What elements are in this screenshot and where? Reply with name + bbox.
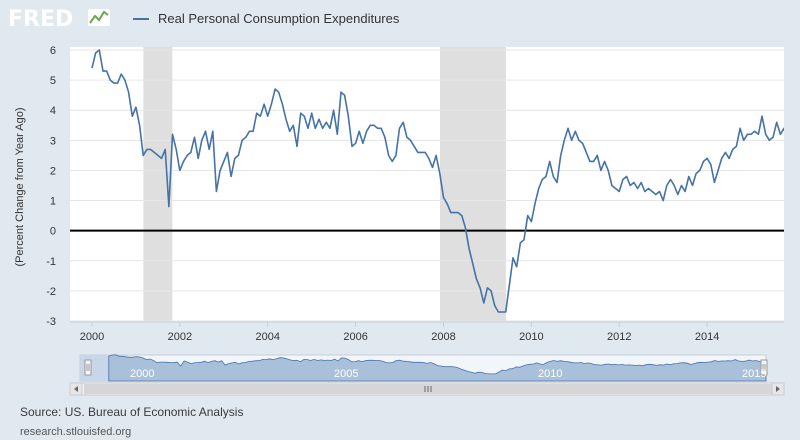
y-tick-label: 1 xyxy=(50,196,56,208)
legend[interactable]: Real Personal Consumption Expenditures xyxy=(133,11,400,26)
y-tick-label: 2 xyxy=(50,165,56,177)
navigator-label: 2000 xyxy=(130,368,154,380)
chart-trend-icon xyxy=(88,9,110,26)
y-tick-label: 0 xyxy=(50,226,56,238)
chevron-right-icon[interactable] xyxy=(771,382,785,396)
recession-band xyxy=(439,47,506,322)
legend-label: Real Personal Consumption Expenditures xyxy=(158,11,400,26)
recession-bands xyxy=(143,47,506,322)
navigator-series xyxy=(108,354,767,382)
navigator-label: 2005 xyxy=(334,368,358,380)
x-tick-label: 2006 xyxy=(343,331,367,343)
x-tick-label: 2012 xyxy=(607,331,631,343)
y-tick-label: 4 xyxy=(50,105,56,117)
y-tick-label: 3 xyxy=(50,135,56,147)
y-tick-label: -2 xyxy=(46,286,56,298)
plot-area xyxy=(70,47,784,322)
y-tick-label: -3 xyxy=(46,316,56,328)
navigator-handle-right[interactable] xyxy=(760,359,768,376)
series-lines xyxy=(91,49,784,313)
scrollbar[interactable] xyxy=(69,382,785,396)
navigator-label: 2010 xyxy=(538,368,562,380)
navigator-handle-left[interactable] xyxy=(84,359,92,376)
x-tick-label: 2008 xyxy=(431,331,455,343)
source-url[interactable]: research.stlouisfed.org xyxy=(20,426,131,438)
x-tick-label: 2004 xyxy=(255,331,279,343)
y-axis-title: (Percent Change from Year Ago) xyxy=(14,108,26,267)
x-tick-label: 2014 xyxy=(695,331,719,343)
y-gridlines xyxy=(70,49,784,322)
y-tick-label: 5 xyxy=(50,75,56,87)
source-note: Source: US. Bureau of Economic Analysis xyxy=(20,405,243,419)
grip-icon[interactable] xyxy=(424,386,432,392)
y-tick-label: 6 xyxy=(50,45,56,57)
fred-logo-text: FRED xyxy=(8,7,73,32)
navigator-area xyxy=(108,354,767,382)
chevron-left-icon[interactable] xyxy=(69,382,83,396)
x-tick-label: 2000 xyxy=(80,331,104,343)
navigator-label: 2015 xyxy=(742,368,766,380)
x-axis-ticks: 2000 2002 2004 2006 2008 2010 2012 2014 xyxy=(70,321,784,343)
x-tick-label: 2002 xyxy=(168,331,192,343)
y-tick-label: -1 xyxy=(46,256,56,268)
series-line xyxy=(91,49,784,313)
y-axis-ticks: -3 -2 -1 0 1 2 3 4 5 6 xyxy=(46,45,56,328)
x-tick-label: 2010 xyxy=(519,331,543,343)
fred-logo[interactable]: FRED xyxy=(8,7,110,32)
navigator[interactable]: 2000 2005 2010 2015 xyxy=(79,354,768,382)
